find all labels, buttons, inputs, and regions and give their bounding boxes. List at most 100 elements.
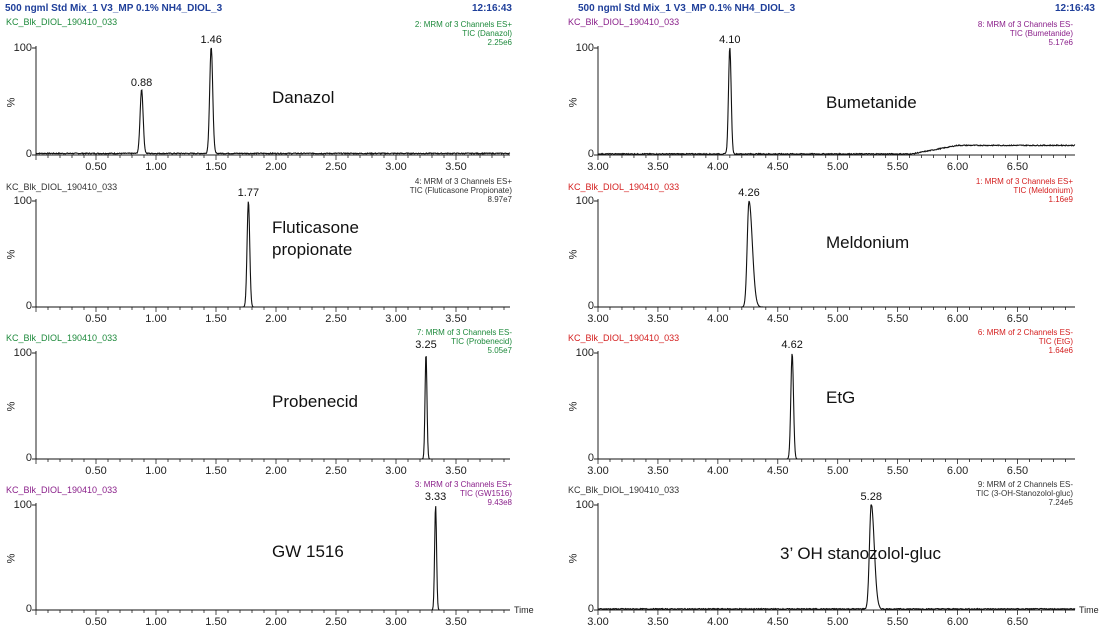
chromatogram-trace [598, 200, 1075, 308]
sample-label: KC_Blk_DIOL_190410_033 [568, 182, 680, 192]
x-tick-label: 5.50 [886, 313, 909, 325]
y-tick-label-0: 0 [587, 300, 594, 312]
x-tick-label: 3.50 [445, 616, 467, 628]
y-tick-label-100: 100 [13, 499, 32, 511]
y-tick-label-100: 100 [13, 42, 32, 54]
sample-label: KC_Blk_DIOL_190410_033 [6, 333, 118, 343]
x-tick-label: 2.50 [325, 313, 347, 325]
channel-info-line: TIC (Bumetanide) [1009, 29, 1073, 38]
y-axis-percent-label: % [5, 249, 18, 260]
x-tick-label: 4.00 [707, 313, 729, 325]
channel-info-line: 2: MRM of 3 Channels ES+ [414, 20, 512, 29]
y-axis-percent-label: % [5, 401, 18, 412]
x-tick-label: 5.00 [826, 616, 849, 628]
compound-name: Fluticasone [272, 218, 359, 237]
x-tick-label: 4.50 [767, 465, 789, 477]
peak-label: 3.33 [424, 491, 447, 503]
sample-label: KC_Blk_DIOL_190410_033 [568, 485, 680, 495]
x-tick-label: 1.50 [205, 465, 227, 477]
peak-label: 1.46 [200, 34, 222, 46]
y-tick-label-100: 100 [575, 347, 594, 359]
x-tick-label: 2.00 [265, 161, 287, 173]
x-tick-label: 3.50 [445, 313, 467, 325]
chromatogram-panel-4 [32, 503, 510, 615]
compound-name: propionate [272, 240, 353, 259]
channel-info-line: TIC (Danazol) [462, 29, 512, 38]
x-tick-label: 1.00 [145, 313, 167, 325]
channel-info-line: 9.43e8 [487, 498, 512, 507]
peak-label: 3.25 [415, 339, 437, 351]
x-tick-label: 5.50 [886, 465, 909, 477]
x-tick-label: 1.00 [145, 161, 167, 173]
x-tick-label: 6.50 [1006, 161, 1029, 173]
channel-info-line: TIC (Meldonium) [1013, 186, 1073, 195]
sample-label: KC_Blk_DIOL_190410_033 [6, 182, 118, 192]
channel-info-line: TIC (Probenecid) [451, 337, 512, 346]
channel-info-line: 1.64e6 [1048, 346, 1073, 355]
chromatogram-trace [597, 47, 1076, 156]
y-tick-label-0: 0 [25, 300, 32, 312]
x-tick-label: 1.00 [145, 465, 167, 477]
x-tick-label: 4.00 [707, 465, 729, 477]
compound-name: Bumetanide [826, 93, 917, 112]
y-tick-label-100: 100 [575, 195, 594, 207]
x-tick-label: 4.50 [767, 616, 789, 628]
peak-label: 4.10 [719, 34, 741, 46]
chromatogram-panel-7 [594, 351, 1075, 464]
x-tick-label: 2.00 [265, 616, 287, 628]
x-tick-label: 2.00 [265, 465, 287, 477]
channel-info-line: TIC (Fluticasone Propionate) [409, 186, 512, 195]
sample-label: KC_Blk_DIOL_190410_033 [568, 333, 680, 343]
y-axis-percent-label: % [567, 553, 580, 563]
y-tick-label-0: 0 [587, 148, 594, 160]
chromatogram-panel-8 [594, 503, 1076, 615]
x-tick-label: 0.50 [85, 161, 107, 173]
x-tick-label: 3.00 [385, 313, 407, 325]
channel-info-line: 6: MRM of 2 Channels ES- [977, 328, 1073, 337]
chromatogram-trace [36, 356, 510, 460]
chromatogram-panel-2 [32, 199, 510, 312]
x-tick-label: 3.00 [587, 313, 609, 325]
right-run-title: 500 ngml Std Mix_1 V3_MP 0.1% NH4_DIOL_3 [578, 3, 796, 14]
peak-label: 5.28 [860, 491, 882, 503]
channel-info-line: 2.25e6 [487, 38, 512, 47]
x-tick-label: 4.50 [767, 313, 789, 325]
chromatogram-panel-3 [32, 351, 510, 464]
x-tick-label: 6.50 [1006, 616, 1029, 628]
x-tick-label: 3.50 [445, 161, 467, 173]
y-tick-label-0: 0 [25, 148, 32, 160]
sample-label: KC_Blk_DIOL_190410_033 [568, 17, 680, 27]
channel-info-line: 1: MRM of 3 Channels ES+ [975, 177, 1073, 186]
x-tick-label: 4.50 [767, 161, 789, 173]
y-tick-label-100: 100 [13, 195, 32, 207]
channel-info-line: 7.24e5 [1048, 498, 1073, 507]
x-tick-label: 6.50 [1006, 313, 1029, 325]
peak-label: 4.62 [781, 339, 803, 351]
x-tick-label: 5.00 [826, 465, 849, 477]
left-run-title: 500 ngml Std Mix_1 V3_MP 0.1% NH4_DIOL_3 [5, 3, 223, 14]
compound-name: Meldonium [826, 233, 910, 252]
chromatogram-panel-1 [32, 46, 511, 160]
x-tick-label: 5.50 [886, 616, 909, 628]
x-tick-label: 4.00 [707, 161, 729, 173]
x-axis-label: Time [514, 605, 534, 615]
x-tick-label: 4.00 [707, 616, 729, 628]
x-tick-label: 3.00 [385, 161, 407, 173]
peak-label: 1.77 [237, 187, 260, 199]
chromatogram-panel-6 [594, 199, 1075, 312]
x-tick-label: 0.50 [85, 465, 107, 477]
channel-info-line: 8.97e7 [487, 195, 512, 204]
compound-name: 3’ OH stanozolol-gluc [780, 544, 941, 563]
x-tick-label: 6.00 [946, 161, 969, 173]
channel-info-line: TIC (EtG) [1038, 337, 1073, 346]
chromatogram-panel-5 [594, 46, 1076, 160]
x-tick-label: 1.50 [205, 313, 227, 325]
x-tick-label: 3.50 [647, 616, 669, 628]
left-run-time: 12:16:43 [471, 3, 512, 14]
chromatogram-trace [36, 201, 510, 308]
y-axis-percent-label: % [5, 97, 18, 107]
y-tick-label-0: 0 [587, 452, 594, 464]
x-tick-label: 3.00 [385, 616, 407, 628]
x-tick-label: 2.00 [265, 313, 287, 325]
